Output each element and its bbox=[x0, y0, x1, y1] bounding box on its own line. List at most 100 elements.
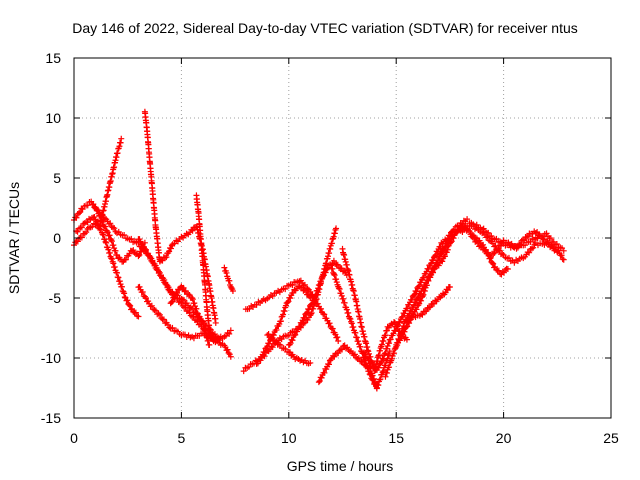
data-point bbox=[353, 334, 360, 341]
data-point bbox=[501, 269, 508, 276]
data-point bbox=[334, 334, 341, 341]
y-tick-label: 0 bbox=[53, 230, 61, 246]
data-point bbox=[526, 249, 533, 256]
data-point bbox=[152, 307, 159, 314]
data-point bbox=[112, 247, 119, 254]
data-point bbox=[156, 269, 163, 276]
data-point bbox=[103, 227, 110, 234]
data-point bbox=[136, 283, 143, 290]
data-point bbox=[121, 294, 128, 301]
data-point bbox=[490, 250, 497, 257]
data-point bbox=[89, 223, 96, 230]
data-point bbox=[499, 250, 506, 257]
data-point bbox=[117, 139, 124, 146]
data-point bbox=[121, 290, 128, 297]
data-point bbox=[90, 201, 97, 208]
data-point bbox=[528, 245, 535, 252]
data-point bbox=[75, 210, 82, 217]
data-point bbox=[206, 341, 213, 348]
data-point bbox=[357, 343, 364, 350]
data-point bbox=[74, 238, 81, 245]
data-point bbox=[321, 369, 328, 376]
data-point bbox=[186, 291, 193, 298]
data-point bbox=[109, 224, 116, 231]
data-point bbox=[226, 330, 233, 337]
data-point bbox=[318, 305, 325, 312]
data-point bbox=[227, 353, 234, 360]
data-point bbox=[423, 308, 430, 315]
data-point bbox=[303, 310, 310, 317]
data-point bbox=[470, 223, 477, 230]
data-point bbox=[118, 135, 125, 142]
data-point bbox=[451, 232, 458, 239]
data-point bbox=[96, 225, 103, 232]
data-point bbox=[547, 235, 554, 242]
data-point bbox=[116, 143, 123, 150]
data-point bbox=[212, 319, 219, 326]
data-point bbox=[122, 256, 129, 263]
data-point bbox=[464, 226, 471, 233]
data-point bbox=[481, 246, 488, 253]
data-point bbox=[322, 269, 329, 276]
data-point bbox=[419, 311, 426, 318]
data-point bbox=[416, 283, 423, 290]
data-point bbox=[370, 363, 377, 370]
data-point bbox=[194, 310, 201, 317]
data-point bbox=[401, 328, 408, 335]
data-point bbox=[399, 313, 406, 320]
data-point bbox=[378, 341, 385, 348]
data-point bbox=[227, 327, 234, 334]
data-point bbox=[113, 269, 120, 276]
data-point bbox=[362, 351, 369, 358]
series-track-20 bbox=[360, 216, 471, 374]
data-point bbox=[160, 316, 167, 323]
data-point bbox=[384, 343, 391, 350]
data-point bbox=[81, 230, 88, 237]
data-point bbox=[92, 204, 99, 211]
data-point bbox=[470, 235, 477, 242]
data-point bbox=[326, 320, 333, 327]
data-point bbox=[339, 346, 346, 353]
data-point bbox=[425, 277, 432, 284]
data-point bbox=[181, 297, 188, 304]
data-point bbox=[225, 350, 232, 357]
data-point bbox=[344, 344, 351, 351]
data-point bbox=[240, 368, 247, 375]
data-point bbox=[391, 319, 398, 326]
data-point bbox=[436, 253, 443, 260]
series-track-16 bbox=[285, 257, 350, 348]
data-point bbox=[124, 297, 131, 304]
data-point bbox=[79, 206, 86, 213]
chart-title: Day 146 of 2022, Sidereal Day-to-day VTE… bbox=[72, 20, 578, 36]
data-point bbox=[316, 282, 323, 289]
data-point bbox=[498, 242, 505, 249]
series-track-3 bbox=[71, 220, 142, 320]
data-point bbox=[139, 241, 146, 248]
data-point bbox=[97, 226, 104, 233]
x-tick-label: 15 bbox=[388, 430, 404, 446]
data-point bbox=[93, 221, 100, 228]
data-point bbox=[284, 299, 291, 306]
x-axis-label: GPS time / hours bbox=[287, 458, 394, 474]
data-point bbox=[189, 295, 196, 302]
x-tick-label: 20 bbox=[496, 430, 512, 446]
data-point bbox=[151, 261, 158, 268]
data-point bbox=[430, 257, 437, 264]
data-point bbox=[316, 378, 323, 385]
data-point bbox=[435, 262, 442, 269]
data-point bbox=[544, 239, 551, 246]
data-point bbox=[108, 238, 115, 245]
data-point bbox=[377, 376, 384, 383]
data-point bbox=[318, 374, 325, 381]
data-point bbox=[138, 248, 145, 255]
data-point bbox=[423, 282, 430, 289]
data-point bbox=[115, 274, 122, 281]
data-point bbox=[229, 287, 236, 294]
data-point bbox=[169, 298, 176, 305]
data-point bbox=[301, 315, 308, 322]
data-point bbox=[285, 298, 292, 305]
data-point bbox=[495, 246, 502, 253]
data-point bbox=[345, 309, 352, 316]
data-point bbox=[521, 237, 528, 244]
axis-ticks: 0 5 10 15 20 25 -15 -10 -5 0 5 10 15 bbox=[41, 50, 619, 446]
